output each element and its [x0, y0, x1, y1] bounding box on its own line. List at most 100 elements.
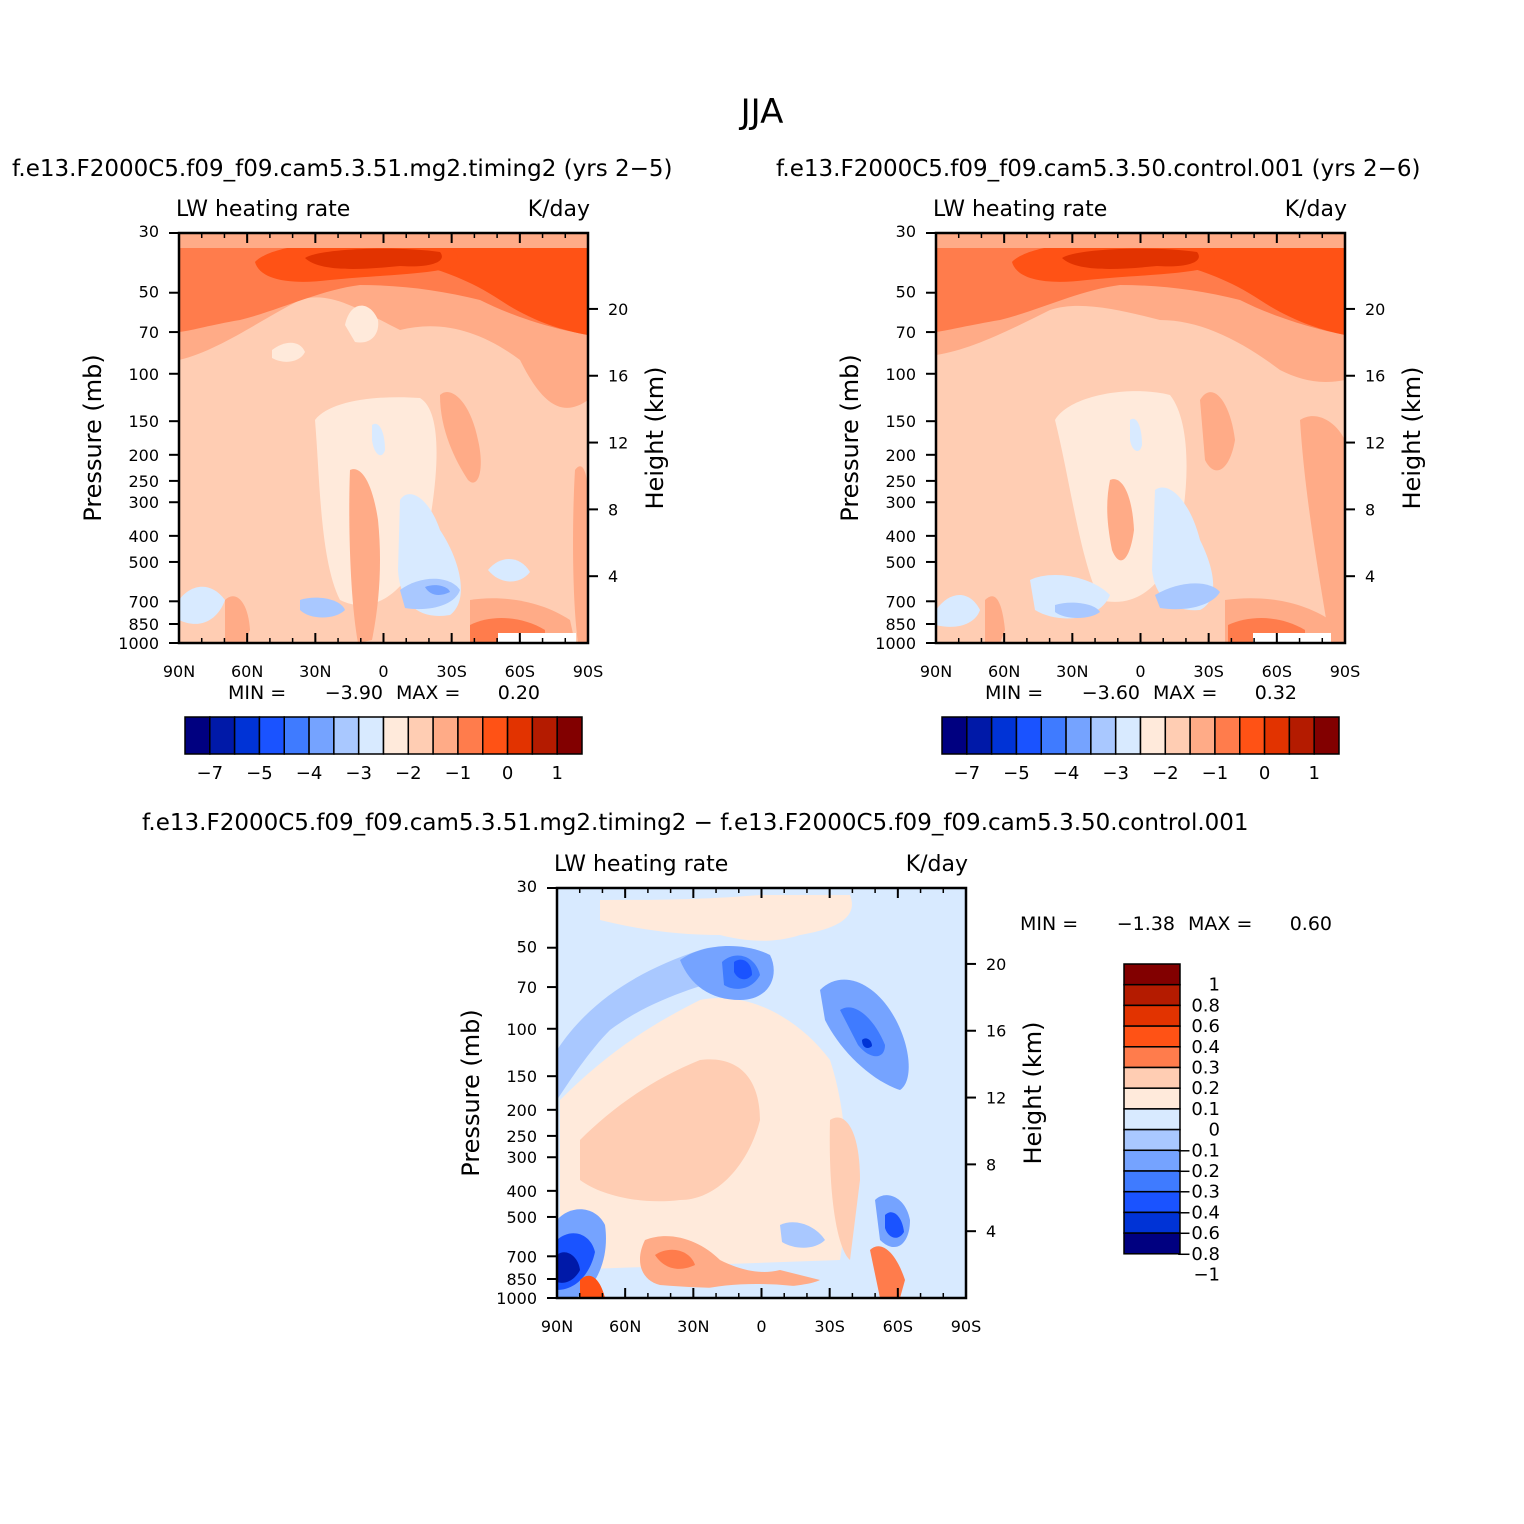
- panel2-y-tick-label: 500: [885, 553, 916, 572]
- panel2-colorbar-label: −3: [1102, 763, 1129, 784]
- panel3-x-tick-label: 90N: [541, 1317, 573, 1336]
- panel3-colorbar-box: [1123, 1025, 1181, 1048]
- panel3-y2-tick-label: 8: [986, 1155, 996, 1174]
- panel2-y-tick-label: 300: [885, 493, 916, 512]
- panel2-colorbar-box: [1015, 716, 1042, 755]
- panel3-y-tick-label: 200: [506, 1101, 537, 1120]
- panel3-x-tick-label: 30N: [677, 1317, 709, 1336]
- panel3-colorbar-label: 0.2: [1191, 1078, 1220, 1099]
- panel3-y-tick-label: 150: [506, 1067, 537, 1086]
- panel1-colorbar-box: [357, 716, 385, 755]
- panel2-colorbar-box: [1114, 716, 1142, 755]
- panel3-y2-tick-label: 4: [986, 1222, 996, 1241]
- panel3-colorbar-label: −0.3: [1176, 1182, 1220, 1203]
- panel2-colorbar-label: −2: [1152, 763, 1179, 784]
- panel1-max-label: MAX =: [396, 682, 460, 704]
- panel3-x-tick-label: 30S: [814, 1317, 845, 1336]
- panel3-colorbar-label: 0.6: [1191, 1016, 1220, 1037]
- panel2-colorbar-box: [1065, 716, 1092, 755]
- panel2-variable-label: LW heating rate: [933, 197, 1107, 222]
- panel3-colorbar-label: −1: [1193, 1265, 1220, 1286]
- panel3-units-label: K/day: [906, 852, 968, 877]
- panel1-colorbar-box: [184, 716, 211, 755]
- panel2-colorbar-label: 1: [1308, 763, 1319, 784]
- panel3-x-tick-label: 60S: [883, 1317, 914, 1336]
- panel2-colorbar-box: [1263, 716, 1291, 755]
- panel2-contour-field: [936, 233, 1345, 643]
- panel2-colorbar-box: [966, 716, 993, 755]
- panel1-colorbar-label: 0: [502, 763, 513, 784]
- panel3-colorbar-label: −0.6: [1176, 1223, 1220, 1244]
- panel2-colorbar-label: 0: [1259, 763, 1270, 784]
- panel2-y2label: Height (km): [1398, 367, 1426, 510]
- panel2-colorbar-box: [1090, 716, 1117, 755]
- panel3-variable-label: LW heating rate: [554, 852, 728, 877]
- panel3-colorbar-box: [1123, 1149, 1181, 1172]
- panel3-min-value: −1.38: [1117, 913, 1175, 935]
- panel2-colorbar-box: [1214, 716, 1241, 755]
- panel3-y-tick-label: 50: [517, 938, 537, 957]
- panel3-y2label: Height (km): [1019, 1022, 1047, 1165]
- panel2-colorbar-label: −1: [1202, 763, 1229, 784]
- panel3-colorbar-box: [1123, 983, 1181, 1007]
- panel1-y-tick-label: 300: [128, 493, 159, 512]
- panel2-y-tick-label: 70: [896, 323, 916, 342]
- panel2-colorbar-box: [941, 716, 968, 755]
- panel3-colorbar-label: 0.8: [1191, 995, 1220, 1016]
- panel2-y-tick-label: 850: [885, 615, 916, 634]
- panel2-y-tick-label: 400: [885, 527, 916, 546]
- panel3-y-tick-label: 250: [506, 1127, 537, 1146]
- panel1-colorbar-box: [457, 716, 484, 755]
- panel3-colorbar-box: [1123, 1211, 1181, 1234]
- panel3-colorbar-box: [1123, 1066, 1181, 1089]
- panel1-colorbar-box: [382, 716, 410, 755]
- panel1-y-tick-label: 1000: [118, 634, 159, 653]
- panel3-y-tick-label: 30: [517, 877, 537, 896]
- panel2-colorbar-box: [1189, 716, 1216, 755]
- panel1-y-tick-label: 400: [128, 527, 159, 546]
- panel3-min-label: MIN =: [1020, 913, 1078, 935]
- panel2-y2-tick-label: 4: [1365, 567, 1375, 586]
- panel2-x-tick-label: 60S: [1262, 662, 1293, 681]
- panel3-y2-tick-label: 16: [986, 1022, 1006, 1041]
- panel3-colorbar-box: [1123, 1046, 1181, 1069]
- panel1-y-tick-label: 200: [128, 446, 159, 465]
- panel3-colorbar-label: 0.4: [1191, 1037, 1220, 1058]
- panel2-y-tick-label: 30: [896, 222, 916, 241]
- panel2-y2-tick-label: 20: [1365, 300, 1385, 319]
- panel2-y-tick-label: 200: [885, 446, 916, 465]
- panel1-max-value: 0.20: [498, 682, 540, 704]
- panel3-colorbar-label: 0.3: [1191, 1058, 1220, 1079]
- panel1-colorbar-box: [258, 716, 285, 755]
- panel3-x-tick-label: 0: [756, 1317, 766, 1336]
- panel1-colorbar-box: [506, 716, 534, 755]
- panel1-colorbar-label: −2: [395, 763, 422, 784]
- panel1-colorbar-label: −3: [345, 763, 372, 784]
- panel1-colorbar-box: [283, 716, 310, 755]
- panel3-y2-tick-label: 12: [986, 1089, 1006, 1108]
- panel3-y-tick-label: 500: [506, 1208, 537, 1227]
- panel1-colorbar-box: [407, 716, 434, 755]
- panel2-y2-tick-label: 8: [1365, 500, 1375, 519]
- panel1-y2-tick-label: 20: [608, 300, 628, 319]
- panel1-y-tick-label: 70: [139, 323, 159, 342]
- panel1-min-label: MIN =: [228, 682, 286, 704]
- panel2-ylabel: Pressure (mb): [836, 354, 864, 521]
- panel2-y-tick-label: 150: [885, 412, 916, 431]
- panel1-x-tick-label: 90N: [163, 662, 195, 681]
- panel1-y2-tick-label: 4: [608, 567, 618, 586]
- panel3-max-label: MAX =: [1188, 913, 1252, 935]
- panel1-min-value: −3.90: [325, 682, 383, 704]
- panel1-ylabel: Pressure (mb): [79, 354, 107, 521]
- panel2-colorbar-box: [1239, 716, 1266, 755]
- panel3-x-tick-label: 60N: [609, 1317, 641, 1336]
- panel1-y-tick-label: 850: [128, 615, 159, 634]
- difference-case-title: f.e13.F2000C5.f09_f09.cam5.3.51.mg2.timi…: [142, 810, 1249, 836]
- panel2-colorbar-label: −4: [1053, 763, 1080, 784]
- panel2-colorbar-box: [1288, 716, 1315, 755]
- panel2-x-tick-label: 30S: [1193, 662, 1224, 681]
- panel1-x-tick-label: 30S: [436, 662, 467, 681]
- panel3-colorbar-box: [1123, 963, 1181, 986]
- panel3-colorbar-label: −0.1: [1176, 1140, 1220, 1161]
- panel1-colorbar-box: [209, 716, 236, 755]
